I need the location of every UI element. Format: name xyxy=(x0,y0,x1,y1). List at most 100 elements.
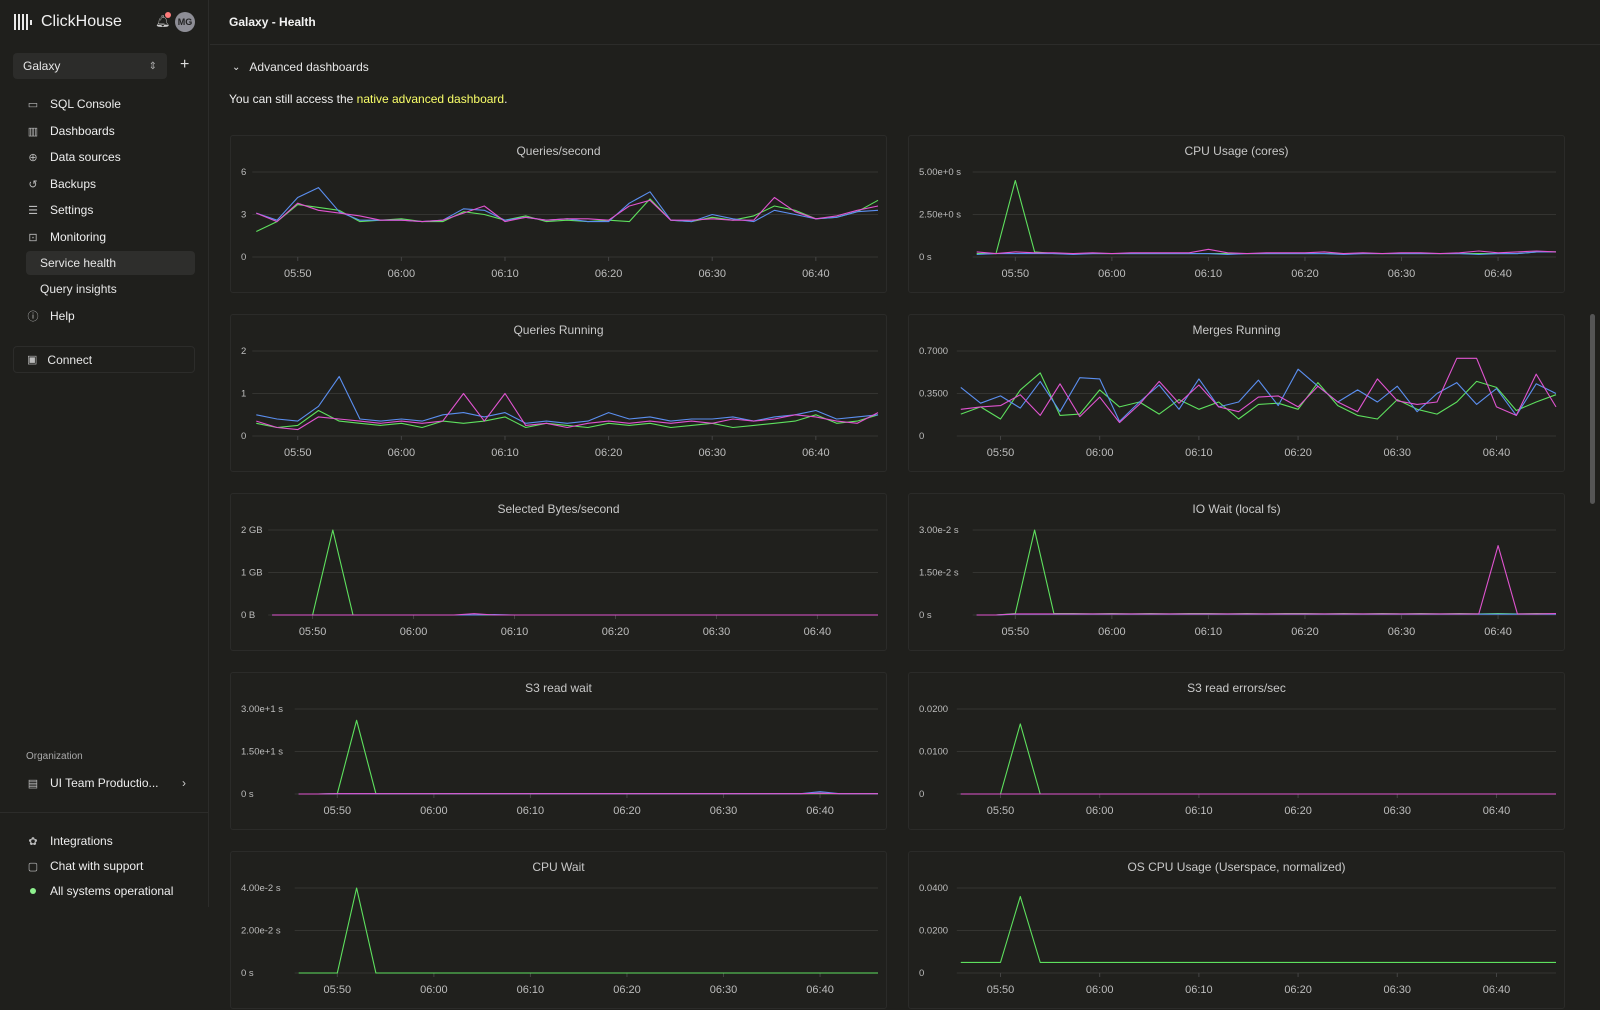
y-tick-label: 1.50e-2 s xyxy=(919,568,959,579)
sidebar-item-backups[interactable]: ↺Backups xyxy=(26,173,96,195)
sidebar-divider xyxy=(0,812,209,813)
y-tick-label: 2 xyxy=(241,346,246,357)
series-line-2 xyxy=(256,377,878,424)
chevron-up-down-icon: ⇕ xyxy=(149,61,157,72)
sidebar-item-monitoring[interactable]: ⊡Monitoring xyxy=(26,226,106,248)
sidebar-item-help[interactable]: ⓘ Help xyxy=(26,305,75,327)
series-line-1 xyxy=(299,720,878,794)
x-tick-label: 06:40 xyxy=(1484,268,1512,280)
organization-selector[interactable]: ▤UI Team Productio...› xyxy=(26,772,186,794)
sidebar-item-service-health[interactable]: Service health xyxy=(26,251,195,275)
y-tick-label: 0 s xyxy=(241,968,254,979)
sidebar-item-label: Settings xyxy=(50,203,93,217)
sidebar-item-chat-support[interactable]: ▢ Chat with support xyxy=(26,855,143,877)
advanced-dashboards-toggle[interactable]: ⌄ Advanced dashboards xyxy=(232,60,369,74)
y-tick-label: 0 xyxy=(919,431,924,442)
system-status[interactable]: All systems operational xyxy=(26,880,173,902)
x-tick-label: 06:20 xyxy=(1284,447,1312,459)
add-service-button[interactable]: + xyxy=(180,56,189,74)
x-tick-label: 06:20 xyxy=(1284,805,1312,817)
service-selector[interactable]: Galaxy ⇕ xyxy=(13,53,167,79)
y-tick-label: 0 xyxy=(241,252,246,263)
y-tick-label: 0 s xyxy=(919,252,932,263)
x-tick-label: 06:10 xyxy=(1185,984,1213,996)
x-tick-label: 06:10 xyxy=(501,626,529,638)
scrollbar[interactable] xyxy=(1590,314,1595,504)
x-tick-label: 05:50 xyxy=(987,447,1015,459)
x-tick-label: 06:20 xyxy=(1291,268,1319,280)
y-tick-label: 4.00e-2 s xyxy=(241,883,281,894)
x-tick-label: 05:50 xyxy=(1002,268,1030,280)
x-tick-label: 06:20 xyxy=(602,626,630,638)
x-tick-label: 06:20 xyxy=(1284,984,1312,996)
y-tick-label: 2.50e+0 s xyxy=(919,210,961,221)
x-tick-label: 06:20 xyxy=(613,984,641,996)
clickhouse-logo[interactable]: ClickHouse xyxy=(14,13,122,31)
sidebar-item-label: Service health xyxy=(40,256,116,270)
sidebar-item-data-sources[interactable]: ⊕Data sources xyxy=(26,146,121,168)
x-tick-label: 06:00 xyxy=(1098,268,1126,280)
connect-label: Connect xyxy=(47,353,92,367)
native-dashboard-link[interactable]: native advanced dashboard xyxy=(357,92,504,106)
x-tick-label: 06:10 xyxy=(517,984,545,996)
x-tick-label: 06:00 xyxy=(1086,447,1114,459)
x-tick-label: 06:30 xyxy=(1388,626,1416,638)
connect-icon: ▣ xyxy=(27,353,37,366)
data-sources-icon: ⊕ xyxy=(26,151,40,164)
series-line-3 xyxy=(256,198,878,222)
sidebar-item-label: Chat with support xyxy=(50,859,143,873)
x-tick-label: 06:10 xyxy=(1185,805,1213,817)
note-text: You can still access the xyxy=(229,92,357,106)
y-tick-label: 0.0400 xyxy=(919,883,948,894)
chevron-right-icon: › xyxy=(182,776,186,790)
x-tick-label: 05:50 xyxy=(987,984,1015,996)
organization-label: Organization xyxy=(26,751,83,762)
y-tick-label: 0 s xyxy=(919,610,932,621)
avatar[interactable]: MG xyxy=(175,12,195,32)
y-tick-label: 0.0200 xyxy=(919,926,948,937)
x-tick-label: 06:00 xyxy=(420,984,448,996)
x-tick-label: 05:50 xyxy=(299,626,327,638)
x-tick-label: 06:00 xyxy=(1086,984,1114,996)
series-line-1 xyxy=(961,724,1556,794)
x-tick-label: 06:30 xyxy=(1384,805,1412,817)
y-tick-label: 2.00e-2 s xyxy=(241,926,281,937)
y-tick-label: 0.7000 xyxy=(919,346,948,357)
monitor-icon: ▭ xyxy=(26,98,40,111)
bell-icon[interactable]: 🔔︎ xyxy=(155,14,169,28)
y-tick-label: 0 xyxy=(241,431,246,442)
x-tick-label: 05:50 xyxy=(324,984,352,996)
sidebar-item-settings[interactable]: ☰Settings xyxy=(26,199,93,221)
x-tick-label: 06:40 xyxy=(1483,805,1511,817)
sidebar-item-sql-console[interactable]: ▭SQL Console xyxy=(26,93,121,115)
sidebar-item-dashboards[interactable]: ▥Dashboards xyxy=(26,120,115,142)
sidebar-item-integrations[interactable]: ✿Integrations xyxy=(26,830,113,852)
sidebar-item-label: Help xyxy=(50,309,75,323)
x-tick-label: 06:20 xyxy=(1291,626,1319,638)
help-icon: ⓘ xyxy=(26,308,40,324)
y-tick-label: 0 s xyxy=(241,789,254,800)
connect-button[interactable]: ▣ Connect xyxy=(13,346,195,373)
chart-plot: 0 s 2.00e-2 s 4.00e-2 s 05:50 06:00 06:10 06:2… xyxy=(231,852,888,1010)
backup-icon: ↺ xyxy=(26,178,40,191)
series-line-1 xyxy=(961,897,1556,963)
sidebar-item-query-insights[interactable]: Query insights xyxy=(26,277,195,301)
puzzle-icon: ✿ xyxy=(26,835,40,848)
x-tick-label: 06:00 xyxy=(1098,626,1126,638)
status-text: All systems operational xyxy=(50,884,173,898)
chat-icon: ▢ xyxy=(26,860,40,873)
y-tick-label: 3.00e-2 s xyxy=(919,525,959,536)
series-line-3 xyxy=(977,249,1556,253)
x-tick-label: 06:40 xyxy=(804,626,832,638)
